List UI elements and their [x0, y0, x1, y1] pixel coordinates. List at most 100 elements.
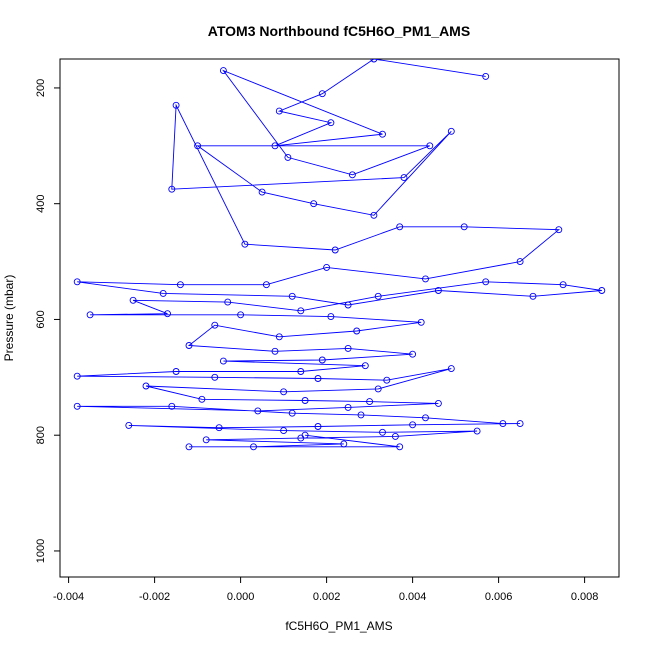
data-point: [379, 428, 386, 436]
data-point: [164, 310, 171, 318]
x-tick-label: 0.006: [485, 591, 513, 603]
data-point: [422, 275, 429, 283]
plot-frame: [59, 58, 620, 578]
data-point: [250, 443, 257, 451]
data-point: [396, 223, 404, 231]
data-point: [482, 72, 490, 80]
data-point: [275, 333, 283, 341]
data-point: [400, 174, 408, 182]
x-tick-label: 0.004: [399, 591, 427, 603]
data-point: [86, 311, 94, 319]
data-point: [344, 403, 352, 411]
data-point: [529, 292, 537, 300]
data-point: [422, 414, 429, 422]
data-point: [327, 119, 335, 127]
data-point: [559, 281, 567, 289]
data-point: [258, 188, 266, 196]
data-point: [301, 397, 309, 404]
x-axis: -0.004 -0.002 0.000 0.002 0.004 0.006 0.008: [53, 576, 599, 603]
data-point: [314, 423, 322, 430]
data-point: [297, 368, 305, 375]
data-point: [288, 409, 296, 417]
data-point: [374, 385, 382, 393]
data-point: [499, 420, 507, 428]
data-point: [344, 344, 352, 352]
x-axis-label: fC5H6O_PM1_AMS: [285, 619, 392, 633]
series-group: [73, 59, 606, 451]
data-point: [237, 311, 245, 319]
data-point: [417, 318, 425, 326]
data-point: [125, 421, 133, 429]
data-point: [73, 278, 81, 286]
data-point: [516, 420, 524, 428]
data-point: [284, 153, 292, 161]
data-point: [482, 278, 490, 286]
data-point: [211, 373, 219, 381]
chart-title: ATOM3 Northbound fC5H6O_PM1_AMS: [208, 23, 470, 39]
y-tick-label: 800: [35, 426, 47, 444]
data-point: [280, 427, 288, 435]
data-point: [318, 356, 326, 364]
data-point: [340, 440, 348, 448]
y-tick-label: 1000: [35, 539, 47, 563]
data-point: [271, 347, 279, 355]
data-point: [409, 421, 417, 429]
data-point: [473, 427, 481, 435]
data-point: [211, 321, 219, 329]
x-tick-label: 0.002: [313, 591, 341, 603]
data-point: [301, 431, 309, 439]
data-point: [185, 443, 193, 451]
data-point: [168, 185, 176, 193]
data-point: [185, 342, 193, 349]
data-point: [202, 436, 210, 444]
data-point: [198, 395, 206, 403]
data-point: [361, 362, 369, 370]
data-point: [331, 246, 339, 254]
x-tick-label: -0.002: [139, 591, 170, 603]
data-point: [366, 398, 374, 406]
data-point: [409, 350, 417, 358]
data-point: [219, 357, 227, 365]
data-point: [516, 258, 524, 266]
data-point: [447, 127, 455, 135]
data-point: [318, 90, 326, 98]
data-point: [224, 298, 232, 306]
data-point: [142, 382, 150, 390]
data-point: [254, 407, 262, 415]
data-point: [194, 142, 202, 150]
data-point: [288, 292, 296, 300]
data-point: [172, 101, 180, 109]
data-point: [396, 443, 404, 451]
data-point: [434, 399, 442, 407]
data-point: [73, 372, 81, 380]
data-point: [314, 375, 322, 382]
x-tick-label: -0.004: [53, 591, 84, 603]
x-tick-label: 0.008: [571, 591, 599, 603]
data-point: [172, 368, 180, 375]
series-line: [77, 59, 602, 448]
data-point: [297, 307, 305, 315]
data-point: [598, 287, 606, 294]
data-point: [426, 142, 434, 150]
data-point: [460, 223, 468, 231]
data-point: [159, 289, 167, 297]
data-point: [271, 142, 279, 150]
data-point: [447, 365, 455, 373]
y-axis-label: Pressure (mbar): [2, 275, 16, 362]
data-point: [176, 281, 184, 289]
data-point: [555, 226, 563, 234]
x-tick-label: 0.000: [227, 591, 255, 603]
data-point: [391, 432, 399, 440]
data-point: [73, 402, 81, 410]
data-point: [370, 211, 378, 219]
data-point: [275, 107, 283, 115]
data-point: [280, 388, 288, 396]
plot-area: [73, 59, 606, 451]
data-point: [323, 263, 331, 271]
data-point: [168, 402, 176, 410]
data-point: [348, 171, 356, 179]
data-point: [241, 240, 249, 248]
data-point: [379, 130, 386, 138]
